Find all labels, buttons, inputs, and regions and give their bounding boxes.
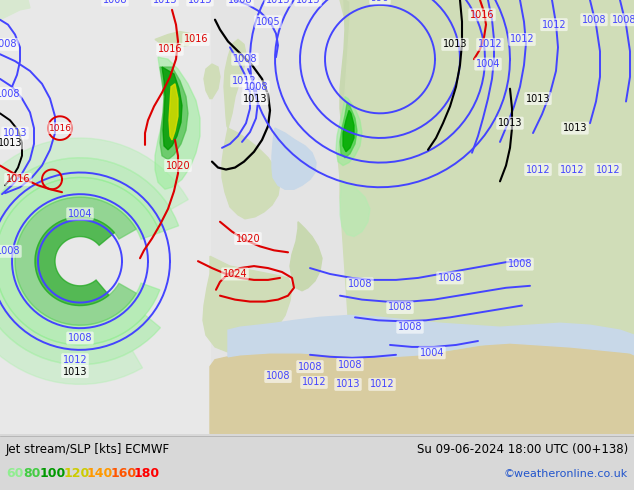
Text: 1013: 1013: [153, 0, 178, 5]
Polygon shape: [0, 177, 160, 345]
Text: ©weatheronline.co.uk: ©weatheronline.co.uk: [504, 469, 628, 479]
Text: 996: 996: [371, 0, 389, 3]
Text: 1012: 1012: [63, 355, 87, 365]
Polygon shape: [155, 57, 200, 189]
Text: 1020: 1020: [236, 234, 261, 244]
Text: 1013: 1013: [188, 0, 212, 5]
Polygon shape: [340, 103, 357, 158]
Text: 140: 140: [87, 467, 113, 480]
Polygon shape: [340, 179, 370, 237]
Text: 60: 60: [6, 467, 23, 480]
Text: 1008: 1008: [0, 246, 20, 256]
Text: 1013: 1013: [266, 0, 290, 5]
Text: 1012: 1012: [596, 165, 620, 174]
Text: 1016: 1016: [48, 123, 72, 133]
Text: 1012: 1012: [302, 377, 327, 388]
Text: 1008: 1008: [0, 89, 20, 98]
Polygon shape: [162, 67, 182, 150]
Polygon shape: [35, 217, 115, 306]
Text: 1024: 1024: [223, 269, 247, 279]
Polygon shape: [336, 97, 362, 166]
Text: 1013: 1013: [443, 39, 467, 49]
Polygon shape: [224, 39, 246, 128]
Polygon shape: [203, 256, 292, 353]
Text: 1013: 1013: [526, 94, 550, 103]
Text: 1012: 1012: [370, 379, 394, 390]
Text: 80: 80: [23, 467, 41, 480]
Text: 1013: 1013: [498, 118, 522, 128]
Text: 1016: 1016: [184, 34, 208, 45]
Text: Su 09-06-2024 18:00 UTC (00+138): Su 09-06-2024 18:00 UTC (00+138): [417, 443, 628, 456]
Text: 1004: 1004: [68, 209, 93, 219]
Text: 120: 120: [63, 467, 90, 480]
Text: 1012: 1012: [541, 20, 566, 29]
Text: 1013: 1013: [336, 379, 360, 390]
Polygon shape: [290, 222, 322, 291]
Polygon shape: [340, 0, 388, 143]
Text: 180: 180: [134, 467, 160, 480]
Text: 1013: 1013: [0, 138, 22, 148]
Text: 1008: 1008: [398, 322, 422, 332]
Polygon shape: [204, 64, 220, 98]
Text: 1013: 1013: [295, 0, 320, 5]
Text: 1012: 1012: [526, 165, 550, 174]
Text: 1008: 1008: [243, 82, 268, 92]
Text: 1008: 1008: [298, 362, 322, 371]
Polygon shape: [0, 138, 188, 384]
Text: 1008: 1008: [0, 39, 17, 49]
Text: 1008: 1008: [348, 279, 372, 289]
Text: 1008: 1008: [233, 54, 257, 64]
Text: 1013: 1013: [563, 123, 587, 133]
Text: 1008: 1008: [388, 302, 412, 313]
Text: 1016: 1016: [470, 10, 495, 20]
Text: 1012: 1012: [231, 76, 256, 86]
Bar: [0, 0, 210, 434]
Polygon shape: [210, 343, 634, 434]
Text: 1004: 1004: [420, 348, 444, 358]
Text: 1008: 1008: [437, 273, 462, 283]
Text: 1008: 1008: [612, 15, 634, 24]
Text: Jet stream/SLP [kts] ECMWF: Jet stream/SLP [kts] ECMWF: [6, 443, 170, 456]
Text: 1008: 1008: [582, 15, 606, 24]
Text: 1008: 1008: [508, 259, 533, 269]
Text: 1008: 1008: [338, 360, 362, 369]
Polygon shape: [222, 128, 280, 219]
Polygon shape: [169, 84, 178, 140]
Polygon shape: [340, 0, 634, 434]
Text: 160: 160: [110, 467, 136, 480]
Text: 1008: 1008: [266, 371, 290, 382]
Polygon shape: [155, 31, 195, 48]
Text: 1012: 1012: [477, 39, 502, 49]
Text: 1004: 1004: [476, 59, 500, 69]
Text: 1016: 1016: [158, 44, 182, 54]
Polygon shape: [160, 67, 188, 160]
Text: 1013: 1013: [3, 128, 27, 138]
Text: 1008: 1008: [228, 0, 252, 5]
Polygon shape: [0, 0, 30, 20]
Polygon shape: [228, 316, 634, 357]
Polygon shape: [272, 128, 316, 189]
Text: 1013: 1013: [63, 367, 87, 376]
Polygon shape: [210, 0, 634, 434]
Text: 1013: 1013: [243, 94, 268, 103]
Text: 1020: 1020: [165, 161, 190, 171]
Polygon shape: [0, 158, 179, 365]
Text: 1008: 1008: [68, 333, 93, 343]
Text: 1005: 1005: [256, 17, 280, 26]
Text: 1012: 1012: [510, 34, 534, 45]
Polygon shape: [15, 197, 136, 325]
Text: 1016: 1016: [6, 174, 30, 184]
Text: 1008: 1008: [103, 0, 127, 5]
Polygon shape: [343, 110, 354, 152]
Text: 100: 100: [40, 467, 66, 480]
Text: 1012: 1012: [560, 165, 585, 174]
